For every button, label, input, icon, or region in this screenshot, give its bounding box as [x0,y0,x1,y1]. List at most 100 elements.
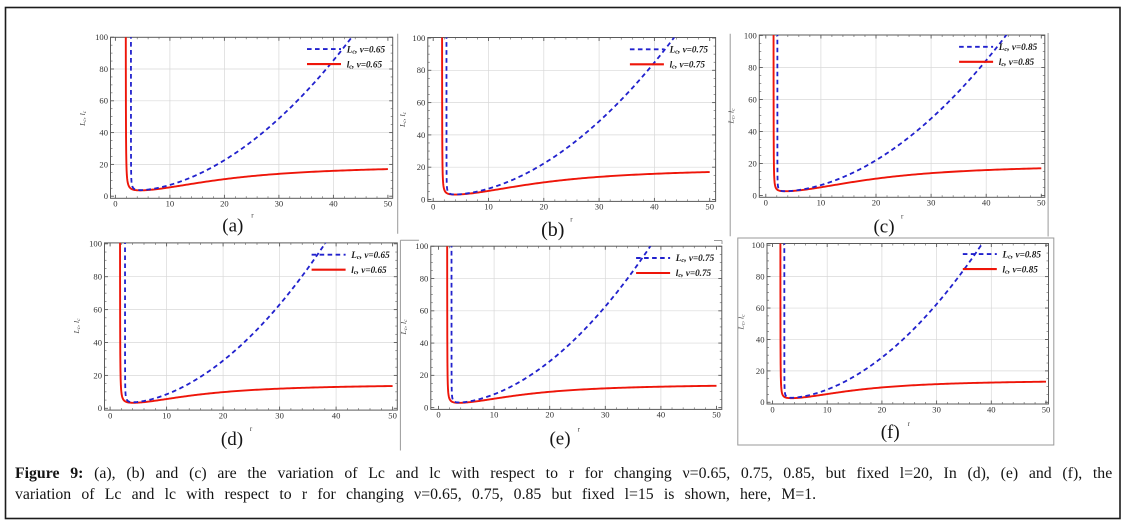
svg-text:20: 20 [878,404,887,414]
svg-text:r: r [908,420,911,428]
svg-text:20: 20 [756,366,765,376]
svg-text:60: 60 [420,306,429,316]
svg-text:30: 30 [927,198,936,208]
svg-text:0: 0 [431,202,435,212]
svg-text:50: 50 [1037,198,1046,208]
svg-text:20: 20 [540,202,549,212]
svg-text:lc, ν=0.75: lc, ν=0.75 [676,268,712,279]
svg-text:40: 40 [650,202,659,212]
svg-text:lc, ν=0.65: lc, ν=0.65 [347,59,383,70]
svg-text:40: 40 [756,334,765,344]
svg-text:40: 40 [748,126,757,136]
svg-text:lc, ν=0.75: lc, ν=0.75 [670,60,706,71]
svg-text:80: 80 [748,62,757,72]
svg-text:10: 10 [823,404,832,414]
svg-text:(e): (e) [549,429,570,450]
svg-text:60: 60 [756,303,765,313]
svg-text:40: 40 [93,337,102,347]
svg-text:Lc, ν=0.85: Lc, ν=0.85 [998,42,1038,53]
svg-text:(f): (f) [881,422,900,443]
svg-text:60: 60 [99,96,108,106]
svg-text:Lc, lc: Lc, lc [737,314,747,331]
svg-text:100: 100 [412,33,425,43]
svg-text:0: 0 [770,404,774,414]
svg-text:Lc, ν=0.65: Lc, ν=0.65 [346,44,386,55]
svg-text:40: 40 [982,198,991,208]
svg-text:30: 30 [932,404,941,414]
svg-text:20: 20 [219,410,228,420]
svg-text:50: 50 [388,410,397,420]
svg-text:Lc, lc: Lc, lc [727,108,737,125]
svg-text:20: 20 [417,162,426,172]
svg-text:0: 0 [753,190,757,200]
svg-text:0: 0 [108,410,112,420]
svg-text:Lc, ν=0.85: Lc, ν=0.85 [1002,249,1042,260]
svg-text:100: 100 [415,241,428,251]
svg-text:0: 0 [113,199,117,209]
svg-text:10: 10 [490,410,499,420]
svg-text:(a): (a) [222,216,243,237]
svg-text:0: 0 [98,403,102,413]
svg-text:80: 80 [417,65,426,75]
svg-text:0: 0 [760,397,764,407]
svg-text:20: 20 [220,199,229,209]
svg-text:40: 40 [332,410,341,420]
svg-text:Lc, ν=0.65: Lc, ν=0.65 [350,250,390,261]
svg-text:lc, ν=0.85: lc, ν=0.85 [1003,264,1039,275]
svg-text:Lc, ν=0.75: Lc, ν=0.75 [675,253,715,264]
svg-text:40: 40 [417,130,426,140]
svg-text:0: 0 [424,403,428,413]
svg-text:40: 40 [420,338,429,348]
svg-text:60: 60 [748,94,757,104]
svg-text:0: 0 [104,191,108,201]
svg-text:100: 100 [752,240,765,250]
svg-text:20: 20 [99,159,108,169]
svg-text:10: 10 [817,198,826,208]
svg-text:80: 80 [93,272,102,282]
svg-text:80: 80 [99,64,108,74]
svg-text:30: 30 [601,410,610,420]
svg-text:r: r [901,212,904,220]
svg-text:30: 30 [275,410,284,420]
svg-text:r: r [578,426,581,434]
svg-text:60: 60 [417,98,426,108]
svg-text:0: 0 [764,198,768,208]
svg-text:100: 100 [89,239,102,249]
svg-text:100: 100 [95,32,108,42]
svg-text:80: 80 [756,272,765,282]
svg-text:0: 0 [436,410,440,420]
svg-text:50: 50 [712,410,721,420]
svg-text:50: 50 [384,199,393,209]
svg-text:r: r [570,215,573,223]
svg-text:Lc, lc: Lc, lc [72,318,82,335]
svg-text:20: 20 [748,158,757,168]
svg-text:100: 100 [744,30,757,40]
svg-text:50: 50 [705,202,714,212]
svg-text:(d): (d) [221,429,243,450]
svg-text:(c): (c) [873,217,894,238]
svg-text:r: r [250,425,253,433]
svg-text:10: 10 [162,410,171,420]
svg-text:40: 40 [99,128,108,138]
svg-text:20: 20 [545,410,554,420]
svg-text:Lc, lc: Lc, lc [399,319,409,336]
svg-text:20: 20 [93,370,102,380]
svg-text:Lc, lc: Lc, lc [78,110,88,127]
svg-text:50: 50 [1042,404,1051,414]
svg-text:lc, ν=0.65: lc, ν=0.65 [351,265,387,276]
svg-text:20: 20 [872,198,881,208]
svg-text:Lc, lc: Lc, lc [398,111,408,128]
svg-text:r: r [251,212,254,220]
svg-text:30: 30 [595,202,604,212]
svg-text:60: 60 [93,305,102,315]
svg-text:40: 40 [657,410,666,420]
svg-text:10: 10 [484,202,493,212]
svg-text:40: 40 [329,199,338,209]
svg-text:20: 20 [420,370,429,380]
svg-text:lc, ν=0.85: lc, ν=0.85 [999,57,1035,68]
svg-text:10: 10 [166,199,175,209]
svg-text:40: 40 [987,404,996,414]
svg-text:(b): (b) [541,219,564,241]
svg-text:30: 30 [275,199,284,209]
svg-text:0: 0 [421,194,425,204]
